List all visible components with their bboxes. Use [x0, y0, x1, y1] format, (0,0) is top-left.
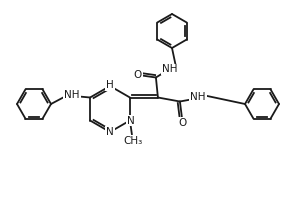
Text: N: N: [127, 116, 135, 125]
Text: H: H: [106, 80, 114, 90]
Text: O: O: [179, 118, 187, 127]
Text: N: N: [106, 127, 114, 137]
Text: CH₃: CH₃: [123, 135, 143, 146]
Text: O: O: [134, 70, 142, 79]
Text: NH: NH: [162, 65, 178, 75]
Text: NH: NH: [64, 91, 80, 100]
Text: NH: NH: [190, 92, 206, 103]
